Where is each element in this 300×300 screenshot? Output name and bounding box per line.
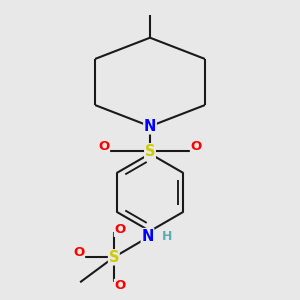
- Text: N: N: [141, 229, 154, 244]
- Text: H: H: [162, 230, 173, 243]
- Text: O: O: [98, 140, 110, 153]
- Text: S: S: [145, 144, 155, 159]
- Text: S: S: [109, 250, 119, 265]
- Text: O: O: [114, 223, 126, 236]
- Text: N: N: [144, 119, 156, 134]
- Text: O: O: [190, 140, 202, 153]
- Text: O: O: [114, 280, 126, 292]
- Text: O: O: [73, 246, 85, 259]
